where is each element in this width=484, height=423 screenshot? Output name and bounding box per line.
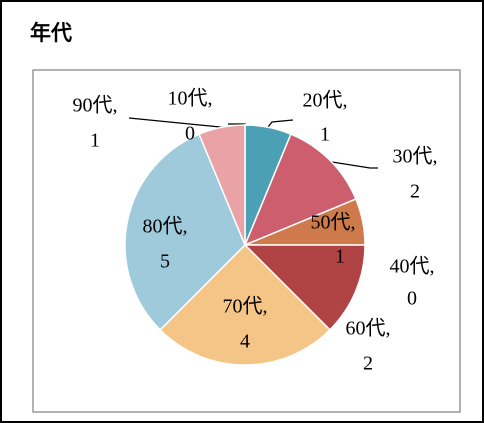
data-label-category: 80代, bbox=[143, 215, 188, 238]
data-label-category: 90代, bbox=[73, 94, 118, 117]
data-label-category: 10代, bbox=[168, 87, 213, 110]
data-label-value: 5 bbox=[160, 251, 170, 273]
data-label-category: 70代, bbox=[223, 295, 268, 318]
leader-line bbox=[331, 161, 378, 169]
pie-slice bbox=[124, 133, 246, 331]
chart-title: 年代 bbox=[30, 21, 72, 45]
data-label-value: 1 bbox=[335, 246, 345, 268]
data-label-category: 50代, bbox=[311, 211, 356, 234]
pie-slice bbox=[198, 124, 246, 246]
data-label-value: 1 bbox=[90, 130, 100, 152]
data-label-category: 40代, bbox=[390, 255, 435, 278]
pie-slice bbox=[243, 244, 366, 331]
data-label-value: 0 bbox=[407, 288, 417, 310]
data-label-value: 2 bbox=[410, 181, 420, 203]
leader-line bbox=[267, 119, 294, 128]
data-label-value: 2 bbox=[363, 353, 373, 375]
pie-slice bbox=[243, 133, 357, 247]
data-label-category: 60代, bbox=[346, 317, 391, 340]
data-label-category: 30代, bbox=[393, 145, 438, 168]
pie-slice bbox=[159, 243, 331, 366]
data-label-category: 20代, bbox=[303, 89, 348, 112]
data-label-value: 4 bbox=[240, 331, 250, 353]
data-label-value: 1 bbox=[320, 124, 330, 146]
data-label-value: 0 bbox=[185, 123, 195, 145]
